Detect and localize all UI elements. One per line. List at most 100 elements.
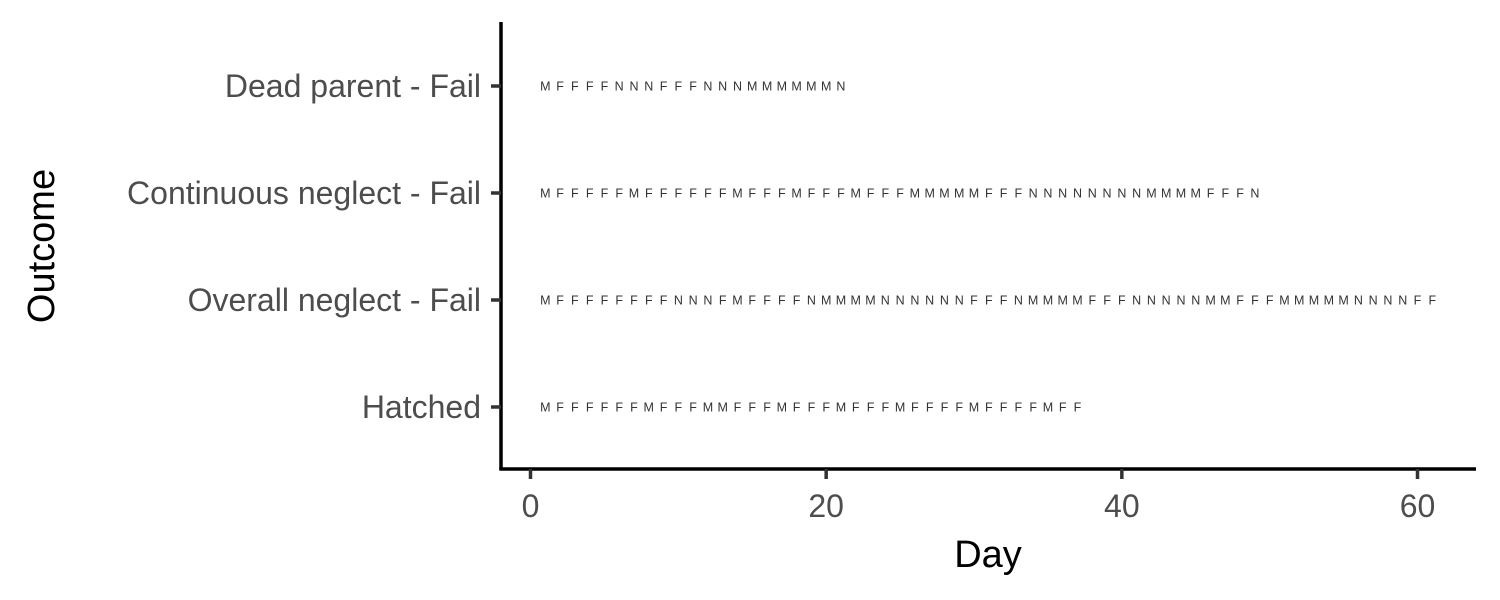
day-state-label: F bbox=[881, 401, 889, 415]
day-state-label: F bbox=[1029, 401, 1037, 415]
day-state-label: M bbox=[1338, 294, 1348, 308]
y-axis: Hatched Overall neglect - Fail Continuous … bbox=[127, 22, 503, 469]
day-state-label: M bbox=[954, 187, 964, 201]
day-state-label: F bbox=[630, 294, 638, 308]
day-state-label: N bbox=[1369, 294, 1378, 308]
day-state-label: F bbox=[1015, 401, 1023, 415]
day-state-label: M bbox=[836, 401, 846, 415]
day-state-label: M bbox=[540, 187, 550, 201]
day-state-label: F bbox=[719, 294, 727, 308]
day-state-label: M bbox=[851, 294, 861, 308]
day-state-label: N bbox=[1117, 187, 1126, 201]
day-state-label: F bbox=[985, 401, 993, 415]
day-state-label: N bbox=[615, 80, 624, 94]
day-state-label: F bbox=[867, 401, 875, 415]
day-state-label: F bbox=[1236, 187, 1244, 201]
day-state-label: M bbox=[762, 80, 772, 94]
day-state-label: F bbox=[660, 401, 668, 415]
day-state-label: F bbox=[645, 294, 653, 308]
day-state-label: F bbox=[1088, 294, 1096, 308]
day-state-label: F bbox=[822, 401, 830, 415]
day-state-label: F bbox=[689, 80, 697, 94]
day-state-label: M bbox=[777, 401, 787, 415]
day-state-label: F bbox=[985, 294, 993, 308]
day-state-label: N bbox=[1029, 187, 1038, 201]
day-state-label: F bbox=[837, 187, 845, 201]
day-state-label: F bbox=[896, 187, 904, 201]
day-state-label: F bbox=[1266, 294, 1274, 308]
y-tick-label: Hatched bbox=[362, 389, 481, 425]
day-state-label: F bbox=[778, 294, 786, 308]
day-state-label: N bbox=[1354, 294, 1363, 308]
day-state-label: F bbox=[1000, 401, 1008, 415]
day-state-label: F bbox=[1103, 294, 1111, 308]
day-state-label: M bbox=[1205, 294, 1215, 308]
day-state-label: F bbox=[615, 294, 623, 308]
day-state-label: M bbox=[821, 80, 831, 94]
day-state-label: M bbox=[1294, 294, 1304, 308]
day-state-label: F bbox=[1000, 187, 1008, 201]
day-state-label: M bbox=[1057, 294, 1067, 308]
day-state-label: N bbox=[836, 80, 845, 94]
day-state-label: N bbox=[703, 294, 712, 308]
day-state-label: F bbox=[571, 294, 579, 308]
day-state-label: N bbox=[1088, 187, 1097, 201]
day-state-label: F bbox=[586, 294, 594, 308]
day-state-label: F bbox=[1236, 294, 1244, 308]
day-state-label: M bbox=[851, 187, 861, 201]
day-state-label: F bbox=[704, 187, 712, 201]
day-state-label: M bbox=[1220, 294, 1230, 308]
day-state-label: M bbox=[895, 401, 905, 415]
day-state-label: M bbox=[1191, 187, 1201, 201]
y-tick-label: Dead parent - Fail bbox=[225, 68, 481, 104]
plot-marks: M F F F F F F M F F F M M F F F M F F F M F F F M F F F F M F F F F M F FM F F… bbox=[540, 80, 1436, 415]
day-state-label: M bbox=[1072, 294, 1082, 308]
day-state-label: M bbox=[703, 401, 713, 415]
day-state-label: F bbox=[763, 401, 771, 415]
day-state-label: F bbox=[852, 401, 860, 415]
day-state-label: F bbox=[1059, 401, 1067, 415]
day-state-label: F bbox=[601, 187, 609, 201]
day-state-label: F bbox=[748, 401, 756, 415]
day-state-label: M bbox=[1043, 294, 1053, 308]
day-state-label: F bbox=[1221, 187, 1229, 201]
day-state-label: N bbox=[881, 294, 890, 308]
day-state-label: N bbox=[733, 80, 742, 94]
day-state-label: F bbox=[778, 187, 786, 201]
x-tick-label: 0 bbox=[522, 488, 540, 524]
day-state-label: M bbox=[1146, 187, 1156, 201]
day-state-label: F bbox=[1251, 294, 1259, 308]
day-state-label: F bbox=[748, 294, 756, 308]
day-state-label: N bbox=[1132, 187, 1141, 201]
day-state-label: F bbox=[970, 294, 978, 308]
day-state-label: F bbox=[941, 401, 949, 415]
day-state-label: N bbox=[674, 294, 683, 308]
y-tick-label: Overall neglect - Fail bbox=[188, 282, 481, 318]
day-state-label: F bbox=[748, 187, 756, 201]
day-state-label: F bbox=[763, 294, 771, 308]
day-state-label: F bbox=[586, 80, 594, 94]
day-state-label: F bbox=[985, 187, 993, 201]
day-state-label: N bbox=[703, 80, 712, 94]
day-state-label: M bbox=[836, 294, 846, 308]
day-state-label: F bbox=[556, 187, 564, 201]
x-tick-label: 20 bbox=[808, 488, 844, 524]
day-state-label: F bbox=[719, 187, 727, 201]
day-state-label: M bbox=[1309, 294, 1319, 308]
day-state-label: N bbox=[1162, 294, 1171, 308]
day-state-label: F bbox=[734, 401, 742, 415]
day-state-label: F bbox=[556, 401, 564, 415]
day-state-label: F bbox=[1207, 187, 1215, 201]
day-state-label: N bbox=[807, 294, 816, 308]
day-state-label: M bbox=[717, 401, 727, 415]
x-tick-label: 60 bbox=[1400, 488, 1436, 524]
day-state-label: F bbox=[1414, 294, 1422, 308]
day-state-label: F bbox=[586, 187, 594, 201]
day-state-label: F bbox=[615, 187, 623, 201]
day-state-label: M bbox=[732, 187, 742, 201]
day-state-label: M bbox=[644, 401, 654, 415]
